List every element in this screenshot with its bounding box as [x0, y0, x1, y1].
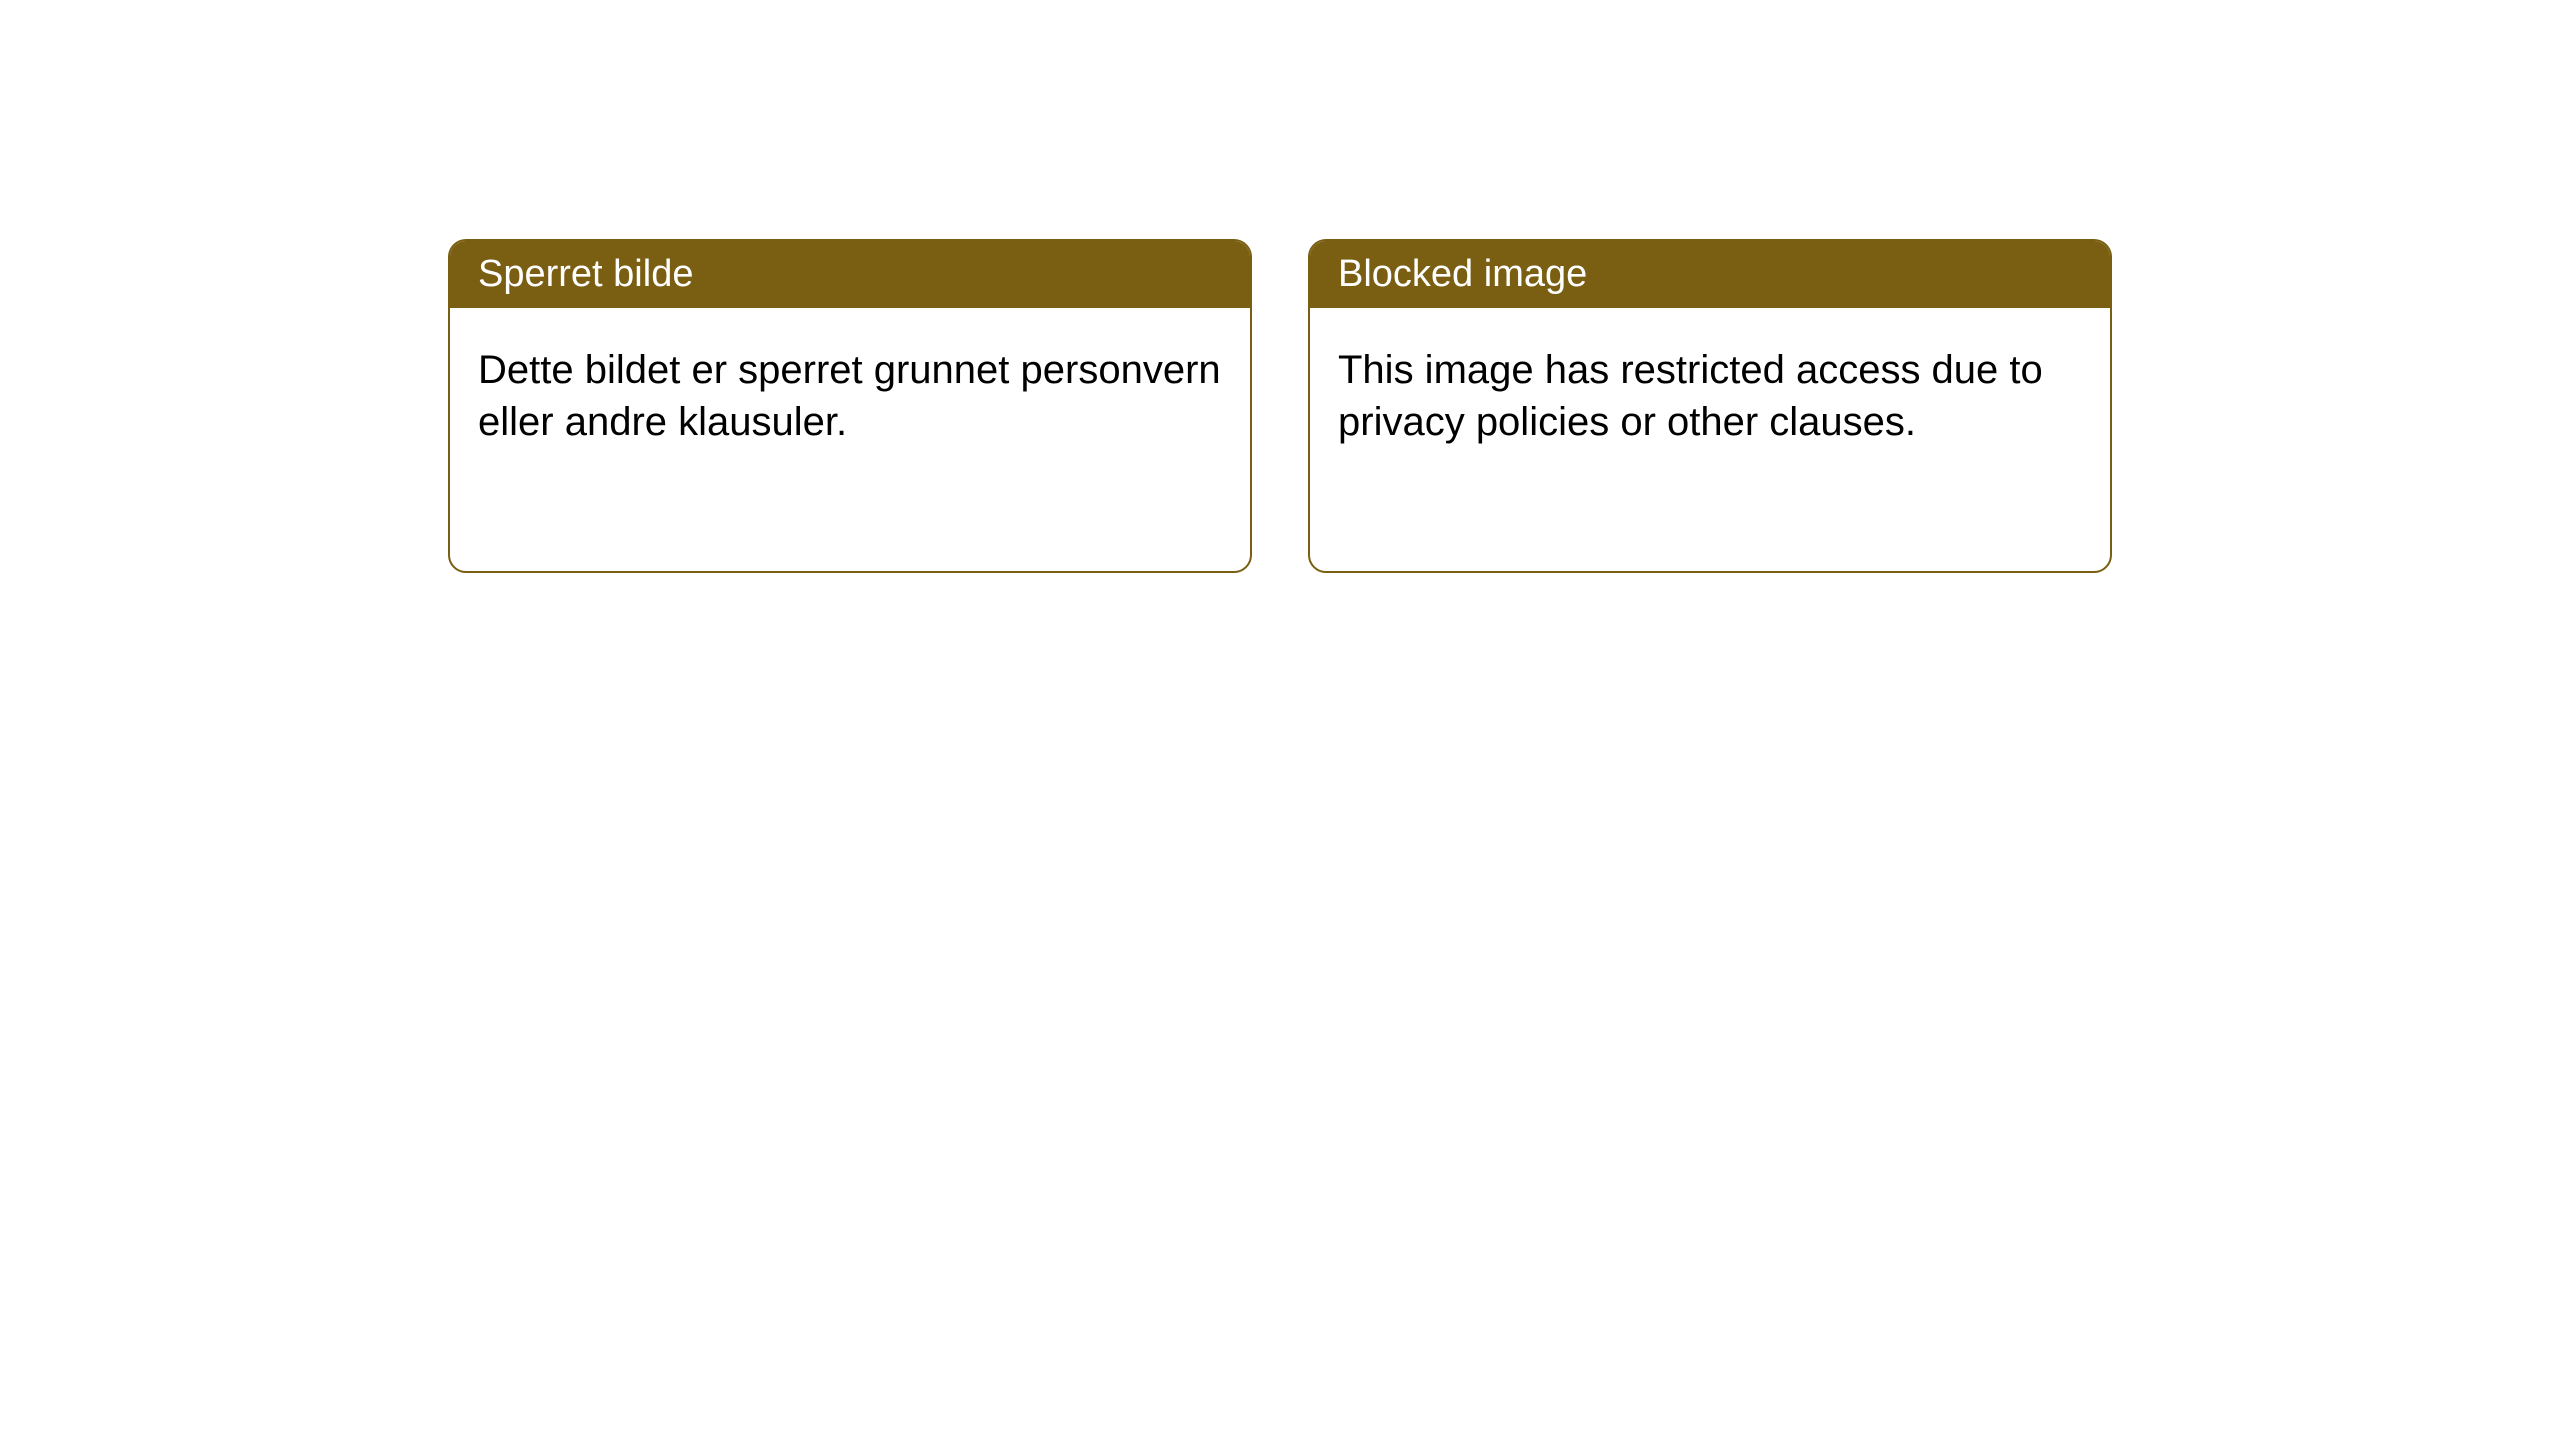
notice-cards-container: Sperret bilde Dette bildet er sperret gr… [448, 239, 2112, 573]
card-message: This image has restricted access due to … [1338, 348, 2043, 444]
card-body-norwegian: Dette bildet er sperret grunnet personve… [450, 308, 1250, 484]
blocked-image-card-english: Blocked image This image has restricted … [1308, 239, 2112, 573]
blocked-image-card-norwegian: Sperret bilde Dette bildet er sperret gr… [448, 239, 1252, 573]
card-title: Sperret bilde [478, 253, 693, 295]
card-header-norwegian: Sperret bilde [450, 241, 1250, 308]
card-header-english: Blocked image [1310, 241, 2110, 308]
card-title: Blocked image [1338, 253, 1587, 295]
card-body-english: This image has restricted access due to … [1310, 308, 2110, 484]
card-message: Dette bildet er sperret grunnet personve… [478, 348, 1221, 444]
